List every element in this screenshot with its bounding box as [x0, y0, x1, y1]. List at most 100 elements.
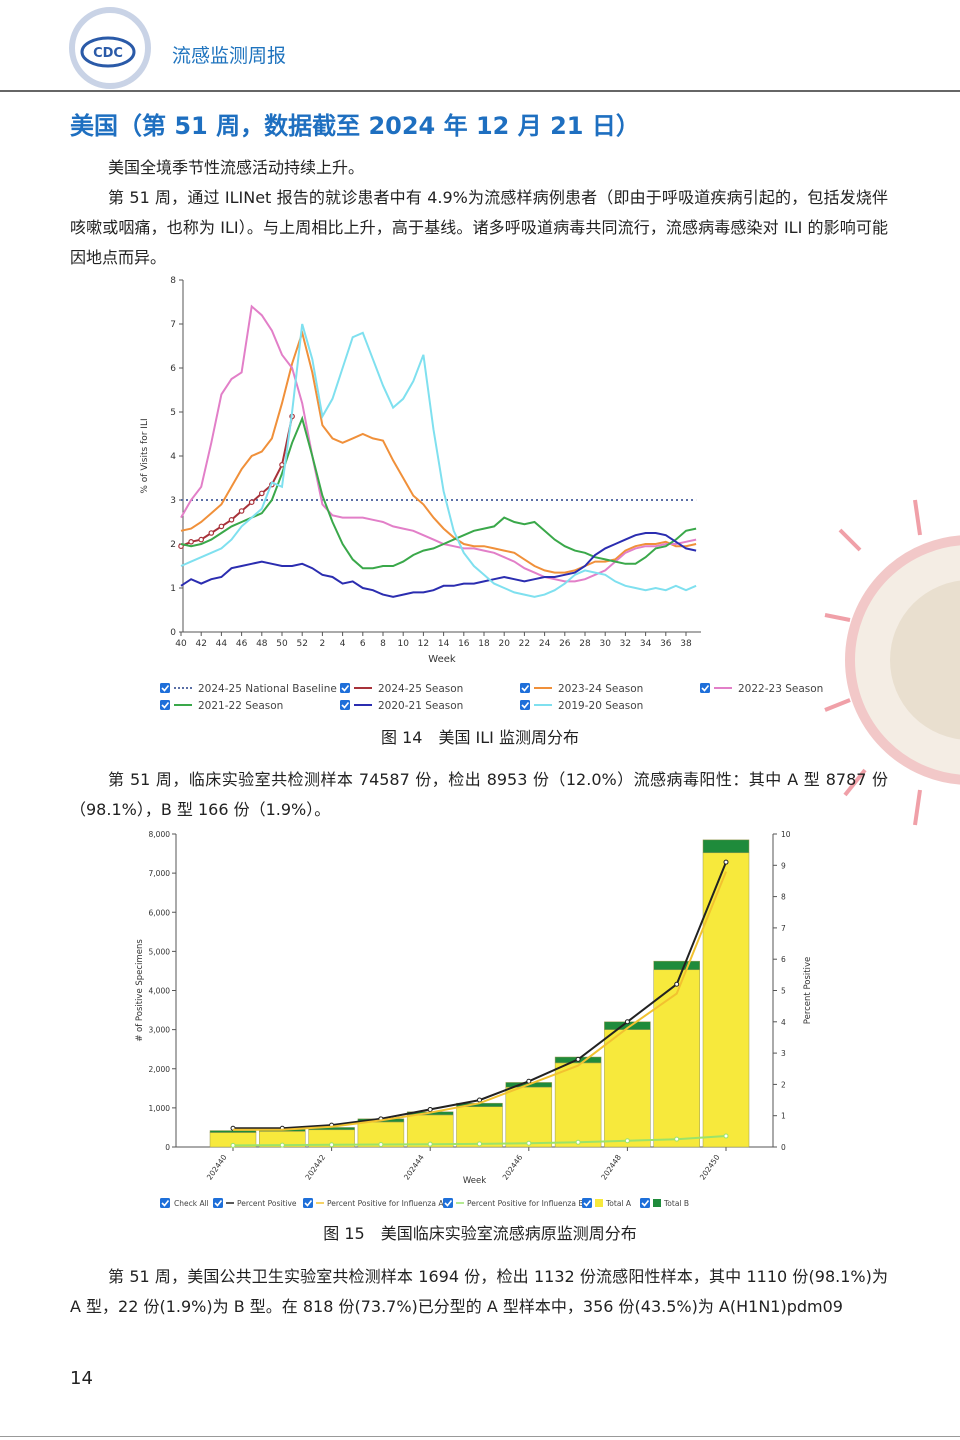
x-tick-label: 202440 [205, 1153, 229, 1182]
x-tick-label: 8 [380, 639, 386, 649]
bar-segment [406, 1114, 454, 1148]
y-tick-label: 3 [170, 496, 176, 506]
legend-swatch [653, 1199, 661, 1207]
point [329, 1142, 335, 1148]
y2-tick-label: 5 [781, 987, 786, 996]
legend-label: Percent Positive for Influenza A [327, 1199, 444, 1208]
legend-check [214, 1200, 223, 1207]
y2-axis-label: Percent Positive [803, 957, 813, 1024]
legend-label: Total A [605, 1199, 632, 1208]
legend-checkbox [640, 1198, 650, 1208]
point [238, 508, 245, 514]
y-tick-label: 1,000 [149, 1104, 171, 1113]
legend-checkbox [520, 700, 530, 710]
x-tick-label: 50 [276, 639, 288, 649]
point [228, 517, 235, 523]
y-tick-label: 0 [170, 628, 176, 638]
x-tick-label: 26 [559, 639, 571, 649]
x-tick-label: 42 [195, 639, 206, 649]
point [723, 859, 729, 865]
legend-check [641, 1200, 650, 1207]
point [674, 981, 680, 987]
x-tick-label: 22 [519, 639, 530, 649]
series-line [233, 861, 727, 1130]
legend-swatch [595, 1199, 603, 1207]
legend-check [444, 1200, 453, 1207]
y2-tick-label: 8 [781, 893, 786, 902]
footer-rule [0, 1436, 960, 1437]
point [624, 1138, 630, 1144]
x-tick-label: 44 [216, 639, 228, 649]
x-tick-label: 202450 [698, 1153, 722, 1182]
y2-tick-label: 6 [781, 955, 786, 964]
x-tick-label: 32 [620, 639, 631, 649]
header: CDC 流感监测周报 [0, 7, 960, 92]
legend-label: Total B [663, 1199, 689, 1208]
point [279, 1142, 285, 1148]
point [378, 1141, 384, 1147]
x-axis-label: Week [428, 654, 456, 665]
series-line [180, 329, 697, 574]
y-tick-label: 4 [170, 452, 176, 462]
legend-label: Percent Positive for Influenza B [467, 1199, 583, 1208]
y-tick-label: 3,000 [149, 1026, 171, 1035]
legend-label: Percent Positive [237, 1199, 297, 1208]
point [575, 1056, 581, 1062]
lab-chart: 0 1,000 2,000 3,000 4,000 5,000 6,000 7,000 8,00… [135, 830, 813, 1243]
legend-check [341, 685, 350, 692]
y-tick-label: 8 [170, 276, 176, 286]
point [248, 499, 255, 506]
bar-segment [505, 1086, 553, 1148]
y-axis-label: # of Positive Specimens [135, 939, 145, 1042]
bar-segment [653, 969, 700, 1148]
point [624, 1019, 630, 1025]
x-tick-label: 20 [498, 639, 510, 649]
legend-checkbox [700, 683, 710, 693]
legend-label: 2021-22 Season [198, 700, 283, 712]
figure-caption: 图 15 美国临床实验室流感病原监测周分布 [323, 1224, 636, 1243]
series-line [180, 304, 697, 583]
legend-checkbox [340, 700, 350, 710]
x-tick-label: 38 [680, 639, 692, 649]
series-line [233, 871, 727, 1131]
legend-checkbox [160, 1198, 170, 1208]
y2-tick-label: 0 [781, 1143, 786, 1152]
x-tick-label: 202442 [303, 1153, 327, 1182]
x-tick-label: 46 [236, 639, 248, 649]
x-tick-label: 202448 [599, 1153, 623, 1182]
legend-checkbox [340, 683, 350, 693]
series-line [180, 532, 697, 598]
logo-label: CDC [93, 46, 123, 61]
legend-check [161, 1200, 170, 1207]
legend-checkbox [160, 683, 170, 693]
y2-tick-label: 9 [781, 861, 786, 870]
section-title: 美国（第 51 周，数据截至 2024 年 12 月 21 日） [70, 112, 640, 140]
x-tick-label: 202444 [402, 1153, 426, 1182]
bar-segment [209, 1130, 257, 1133]
header-title: 流感监测周报 [172, 45, 286, 67]
point [427, 1141, 433, 1147]
legend-checkbox [582, 1198, 592, 1208]
bar-segment [702, 852, 750, 1148]
series-line [180, 416, 294, 548]
series-line [180, 323, 697, 598]
figure-caption: 图 14 美国 ILI 监测周分布 [381, 728, 579, 747]
x-tick-label: 18 [478, 639, 490, 649]
x-tick-label: 14 [438, 639, 450, 649]
paragraph: 第 51 周，美国公共卫生实验室共检测样本 1694 份，检出 1132 份流感… [70, 1267, 888, 1316]
y-tick-label: 0 [165, 1143, 170, 1152]
point [477, 1141, 482, 1147]
legend-check [304, 1200, 313, 1207]
legend-checkbox [303, 1198, 313, 1208]
y2-tick-label: 3 [781, 1049, 786, 1058]
x-tick-label: 36 [660, 639, 672, 649]
point [477, 1097, 482, 1103]
paragraph: 美国全境季节性流感活动持续上升。 [108, 158, 365, 177]
x-tick-label: 48 [256, 639, 268, 649]
point [230, 1142, 236, 1148]
y-tick-label: 2,000 [149, 1065, 171, 1074]
y-tick-label: 6,000 [149, 908, 171, 917]
legend-check [583, 1200, 592, 1207]
legend-check [341, 702, 350, 709]
